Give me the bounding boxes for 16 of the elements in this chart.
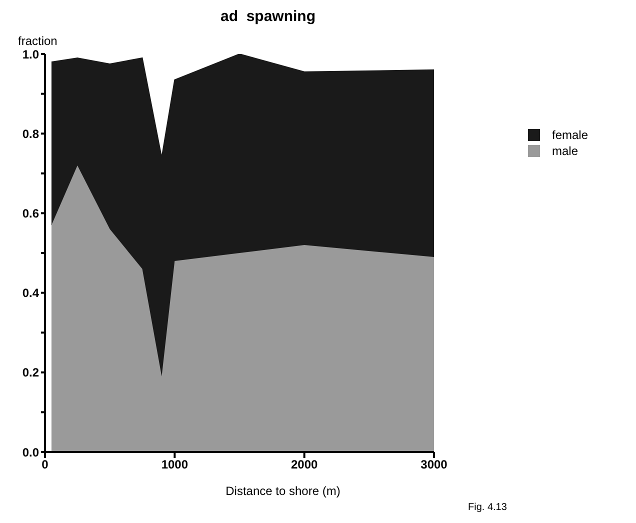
x-tick-label: 1000 <box>161 458 188 472</box>
x-axis-title: Distance to shore (m) <box>224 484 342 498</box>
y-tick-label: 0.0 <box>22 445 40 460</box>
y-tick-label: 0.2 <box>22 366 40 380</box>
legend-label: male <box>552 144 578 158</box>
x-tick-label: 3000 <box>420 458 448 472</box>
x-tick-label: 0 <box>42 458 49 472</box>
chart-title: ad spawning <box>219 8 316 25</box>
y-tick-label: 0.6 <box>22 206 40 220</box>
y-axis-title: fraction <box>18 34 58 48</box>
caption: Fig. 4.13 <box>468 502 507 513</box>
y-tick-label: 0.8 <box>22 126 40 141</box>
x-tick-label: 2000 <box>290 458 318 472</box>
legend-label: female <box>552 128 588 142</box>
y-tick-label: 1.0 <box>22 47 40 62</box>
y-tick-label: 0.4 <box>22 286 40 300</box>
